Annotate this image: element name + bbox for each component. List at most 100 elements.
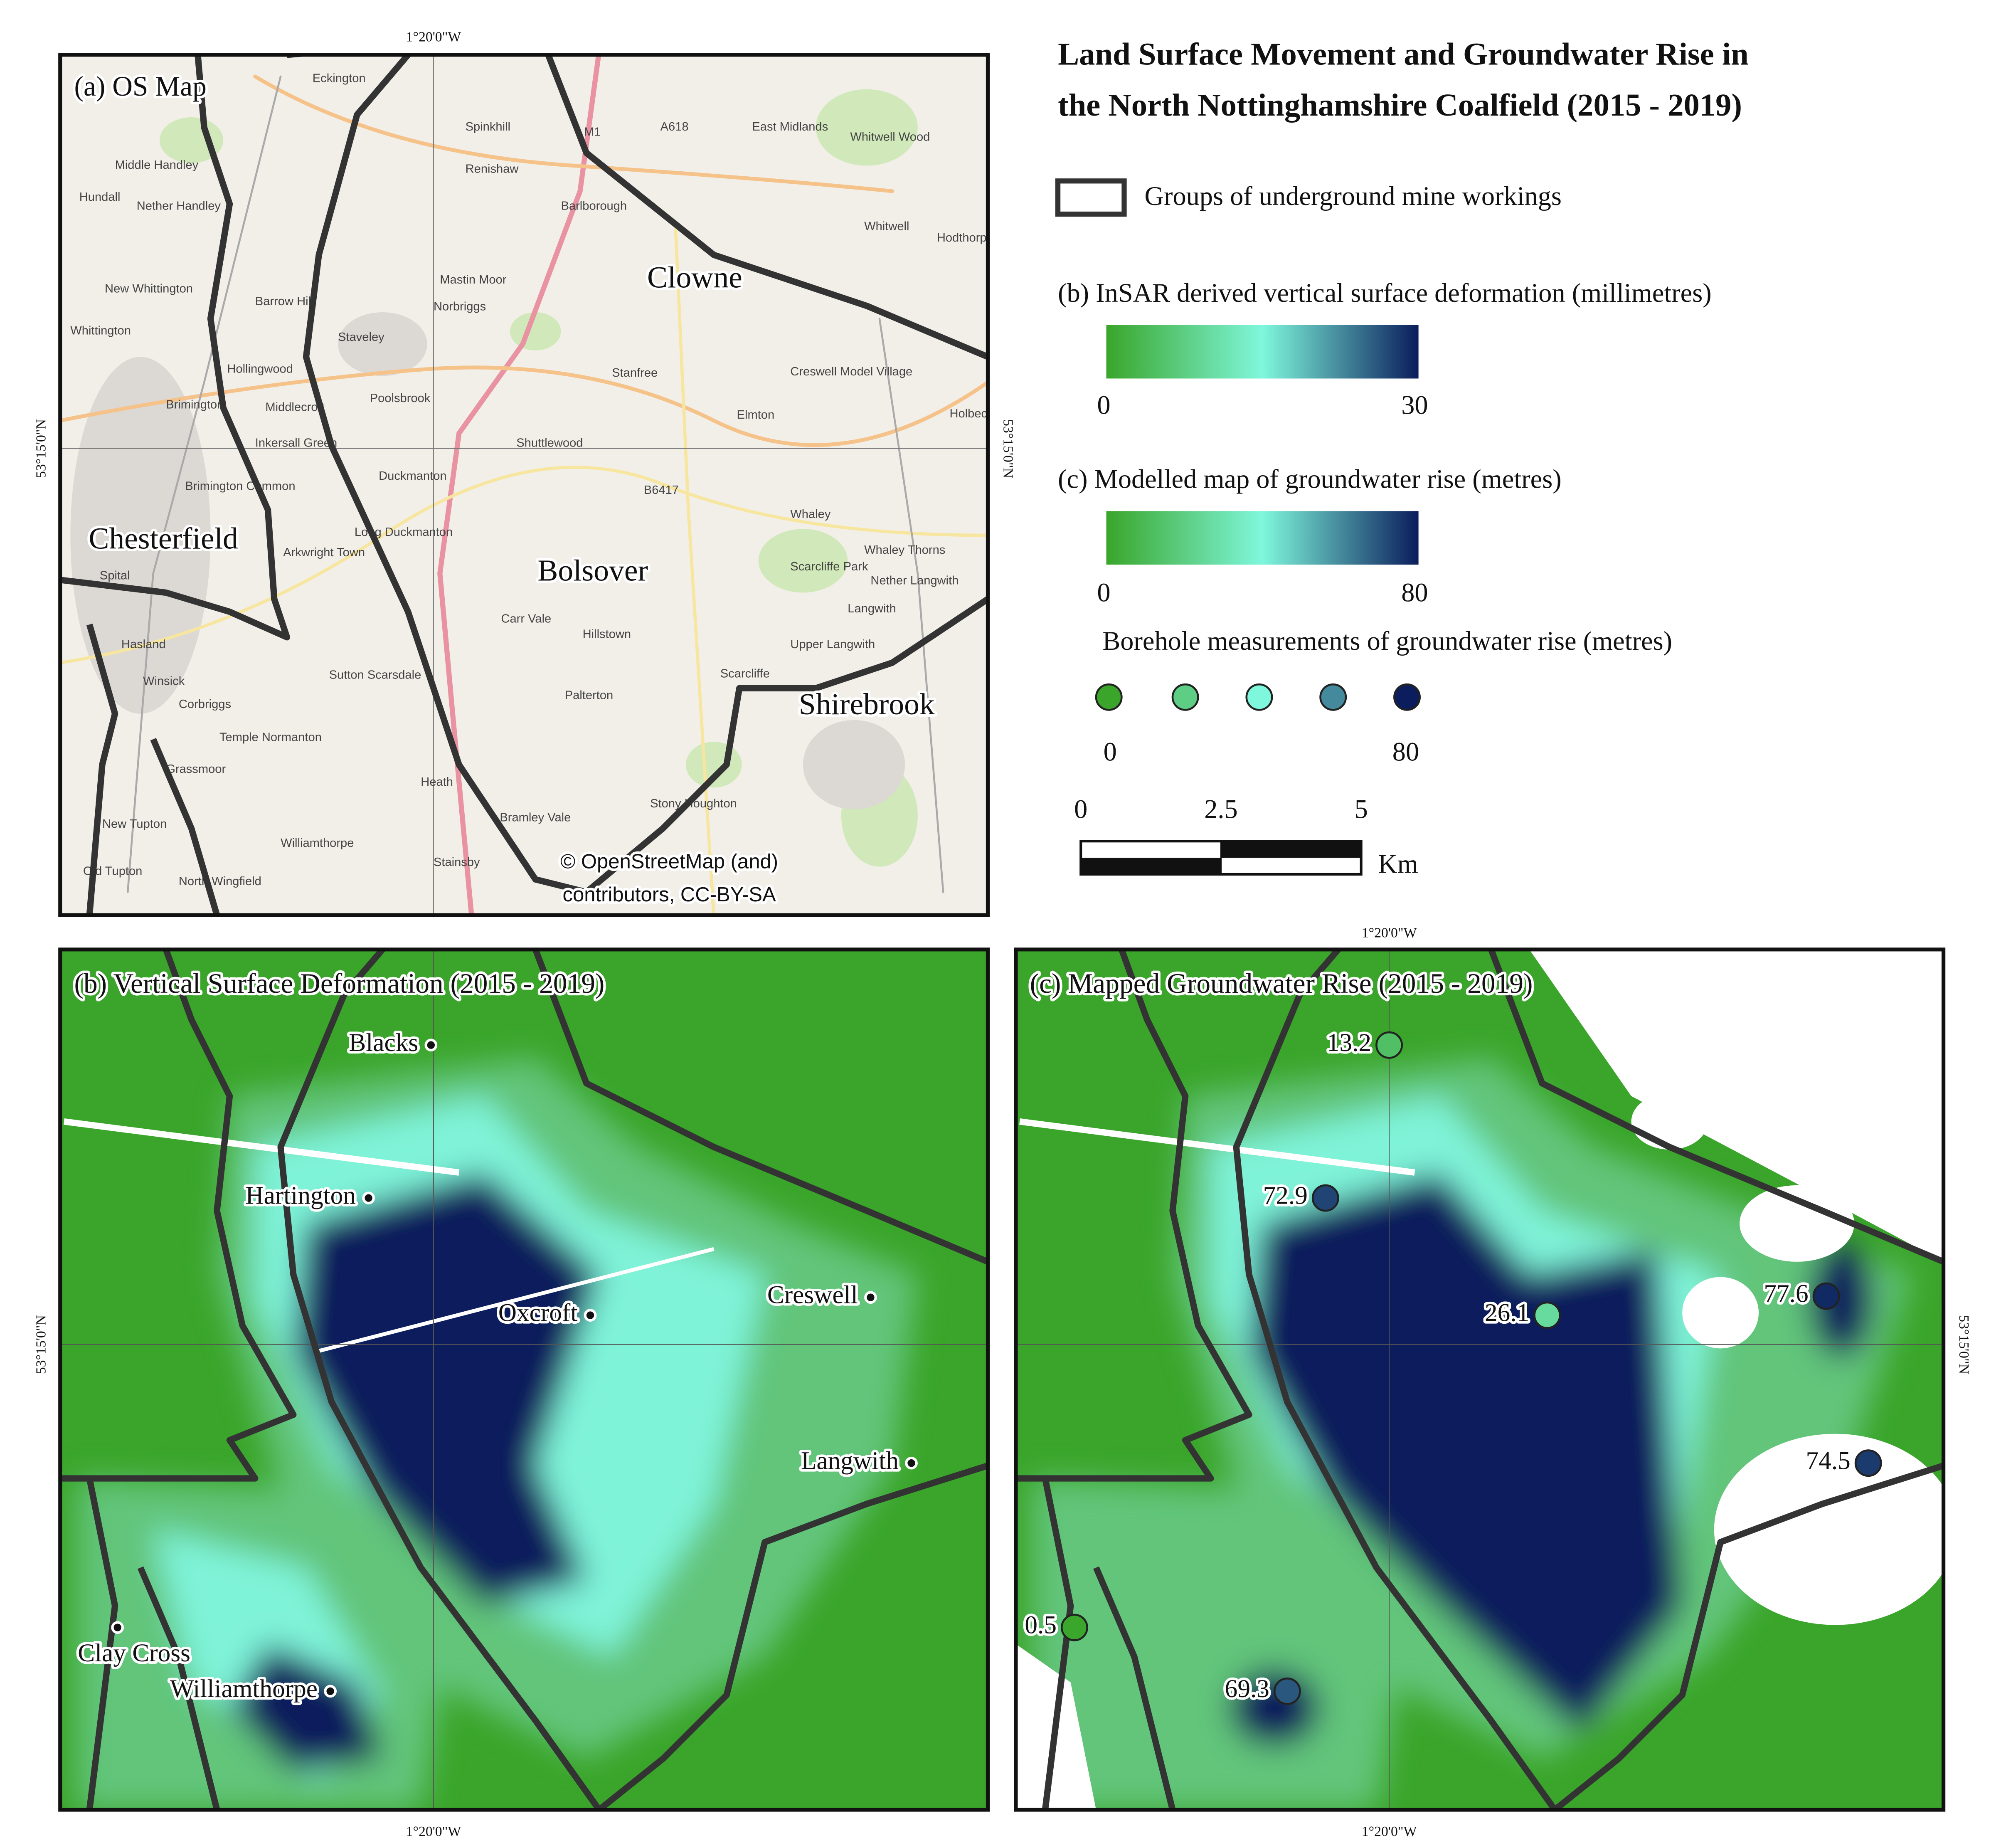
longitude-label: 1°20'0"W xyxy=(406,1824,461,1839)
village-label: Mastin Moor xyxy=(440,273,506,286)
village-label: Holbeck xyxy=(950,407,994,420)
place-label: Williamthorpe xyxy=(170,1675,318,1703)
title: Land Surface Movement and Groundwater Ri… xyxy=(1058,37,1749,72)
attribution: contributors, CC-BY-SA xyxy=(562,883,776,906)
village-label: M1 xyxy=(584,126,601,139)
village-label: Whittington xyxy=(70,324,131,338)
village-label: Temple Normanton xyxy=(219,731,322,744)
panel-label: (a) OS Map xyxy=(74,71,207,102)
legend-tick: 80 xyxy=(1392,737,1419,767)
village-label: Palterton xyxy=(565,688,614,702)
village-label: Hundall xyxy=(79,190,121,204)
borehole-label: 69.3 xyxy=(1225,1675,1269,1703)
place-label: Hartington xyxy=(245,1182,356,1210)
borehole-swatch xyxy=(1319,683,1347,711)
borehole-label: 26.1 xyxy=(1485,1299,1529,1327)
village-label: Upper Langwith xyxy=(790,638,875,651)
village-label: Elmton xyxy=(737,408,775,422)
colorbar-tick: 0 xyxy=(1097,577,1110,607)
legend-label: (c) Modelled map of groundwater rise (me… xyxy=(1058,464,1562,494)
village-label: Stainsby xyxy=(434,856,480,869)
attribution: © OpenStreetMap (and) xyxy=(560,850,778,873)
latitude-label: 53°15'0"N xyxy=(1000,419,1016,478)
village-label: Whitwell xyxy=(864,220,909,233)
village-label: Stanfree xyxy=(612,366,658,380)
place-dot xyxy=(905,1456,918,1470)
scale-unit: Km xyxy=(1378,849,1418,878)
village-label: Hasland xyxy=(121,638,166,651)
place-dot xyxy=(424,1039,438,1052)
village-label: Langwith xyxy=(848,602,896,615)
village-label: Inkersall Green xyxy=(255,436,337,449)
village-label: Scarcliffe xyxy=(720,667,770,680)
place-dot xyxy=(362,1192,375,1204)
colorbar xyxy=(1106,511,1419,565)
village-label: Heath xyxy=(421,775,453,789)
village-label: Middle Handley xyxy=(115,158,199,172)
borehole-swatch xyxy=(1171,683,1199,711)
colorbar xyxy=(1106,325,1419,379)
town-label: Bolsover xyxy=(537,553,648,587)
village-label: Grassmoor xyxy=(166,762,226,776)
longitude-label: 1°20'0"W xyxy=(406,30,461,45)
village-label: Arkwright Town xyxy=(283,546,365,559)
groundwater-map xyxy=(1015,949,1944,1810)
village-label: Middlecroft xyxy=(265,401,324,414)
village-label: Brimington Common xyxy=(185,480,295,493)
village-label: Whaley xyxy=(790,508,831,521)
borehole-swatch xyxy=(1245,683,1273,711)
longitude-label: 1°20'0"W xyxy=(1362,925,1417,941)
borehole xyxy=(1311,1184,1339,1212)
village-label: B6417 xyxy=(644,484,679,497)
village-label: Renishaw xyxy=(466,162,519,175)
place-label: Clay Cross xyxy=(78,1639,190,1667)
village-label: Hillstown xyxy=(583,627,631,641)
latitude-label: 53°15'0"N xyxy=(1956,1315,1971,1374)
town-label: Chesterfield xyxy=(89,521,238,555)
borehole-label: 13.2 xyxy=(1327,1029,1371,1057)
colorbar-tick: 80 xyxy=(1401,577,1428,607)
village-label: Brimington xyxy=(166,398,224,412)
place-label: Langwith xyxy=(801,1446,899,1475)
town-label: Clowne xyxy=(647,260,742,294)
village-label: Barlborough xyxy=(561,199,627,212)
borehole xyxy=(1533,1301,1561,1329)
borehole xyxy=(1375,1031,1403,1059)
village-label: Eckington xyxy=(313,72,366,85)
village-label: Spital xyxy=(100,569,130,582)
title: the North Nottinghamshire Coalfield (201… xyxy=(1058,87,1742,123)
village-label: Creswell Model Village xyxy=(790,365,912,378)
village-label: A618 xyxy=(660,120,689,133)
village-label: Carr Vale xyxy=(501,612,551,626)
longitude-label: 1°20'0"W xyxy=(1362,1824,1417,1839)
borehole-label: 74.5 xyxy=(1806,1446,1851,1475)
village-label: Winsick xyxy=(143,675,185,688)
colorbar-tick: 0 xyxy=(1097,390,1110,420)
village-label: Barrow Hill xyxy=(255,295,314,308)
mine-swatch xyxy=(1055,178,1127,217)
village-label: Shuttlewood xyxy=(516,436,583,449)
village-label: New Tupton xyxy=(102,817,167,831)
place-dot xyxy=(584,1309,597,1322)
village-label: Poolsbrook xyxy=(370,392,431,405)
place-dot xyxy=(864,1291,877,1304)
village-label: Whaley Thorns xyxy=(864,543,945,557)
legend-tick: 0 xyxy=(1104,737,1117,767)
place-label: Creswell xyxy=(767,1281,858,1309)
place-label: Blacks xyxy=(349,1029,418,1057)
village-label: North Wingfield xyxy=(179,875,261,888)
village-label: Scarcliffe Park xyxy=(790,560,868,573)
scale-tick: 0 xyxy=(1074,794,1087,824)
village-label: Hodthorpe xyxy=(937,231,993,244)
borehole xyxy=(1812,1282,1840,1310)
borehole-label: 0.5 xyxy=(1025,1611,1057,1639)
latitude-label: 53°15'0"N xyxy=(34,1315,49,1374)
borehole xyxy=(1060,1614,1088,1641)
panel-label: (c) Mapped Groundwater Rise (2015 - 2019… xyxy=(1030,968,1533,999)
scale-bar: Km 0 2.5 5 xyxy=(1074,794,1418,879)
village-label: Hollingwood xyxy=(227,363,293,376)
village-label: Whitwell Wood xyxy=(850,131,930,144)
borehole-swatch xyxy=(1393,683,1421,711)
village-label: New Whittington xyxy=(105,282,193,296)
